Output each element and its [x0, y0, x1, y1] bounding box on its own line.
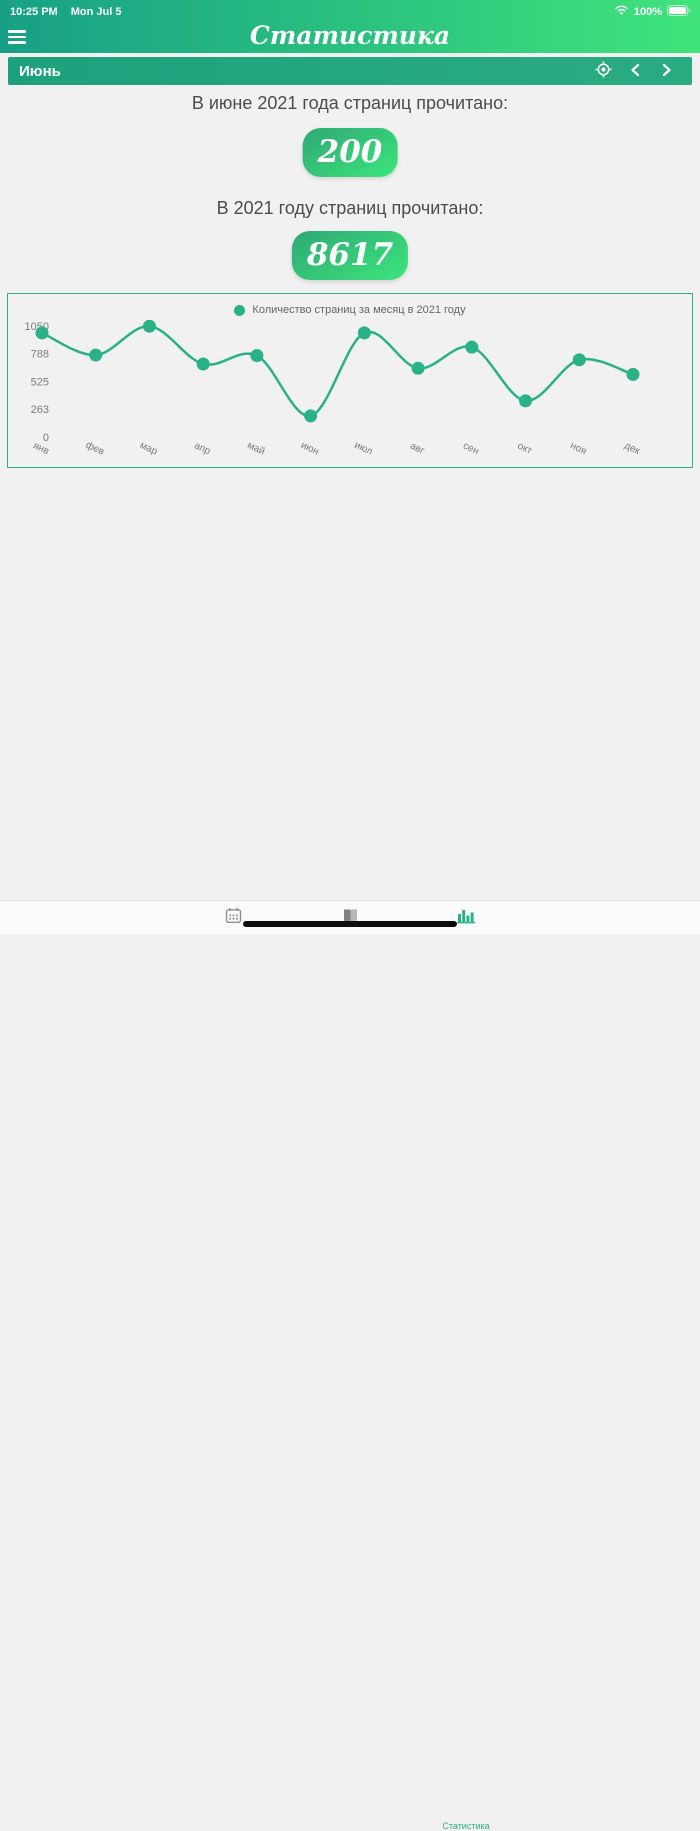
month-label: Июнь	[19, 62, 61, 80]
data-point	[89, 348, 103, 362]
target-icon	[595, 61, 612, 81]
wifi-icon	[614, 5, 629, 19]
book-icon	[342, 907, 359, 927]
bar-chart-icon	[457, 907, 475, 927]
x-tick-label: май	[245, 440, 266, 458]
app-header: 10:25 PM Mon Jul 5 100%	[0, 0, 700, 53]
y-tick-label: 263	[31, 404, 49, 416]
x-tick-label: дек	[623, 440, 643, 457]
battery-percent: 100%	[633, 5, 662, 18]
tab-calendar[interactable]	[221, 907, 245, 927]
tab-bar: Статистика	[0, 900, 700, 1831]
current-month-button[interactable]	[592, 60, 614, 82]
x-tick-label: мар	[138, 440, 159, 458]
tab-statistics-label: Статистика	[442, 1821, 490, 1831]
year-stat-badge: 8617	[291, 231, 409, 280]
data-point	[411, 361, 425, 375]
menu-button[interactable]	[8, 26, 34, 48]
y-tick-label: 788	[31, 349, 49, 361]
y-tick-label: 0	[43, 432, 49, 444]
data-point	[304, 409, 318, 423]
x-tick-label: июл	[353, 440, 375, 458]
month-stat-label: В июне 2021 года страниц прочитано:	[191, 93, 509, 113]
data-point	[572, 353, 586, 367]
calendar-icon	[225, 907, 242, 927]
chart-legend[interactable]: Количество страниц за месяц в 2021 году	[8, 294, 692, 320]
month-bar: Июнь	[8, 57, 692, 85]
x-tick-label: авг	[408, 441, 426, 457]
data-point	[357, 326, 371, 340]
line-series	[41, 324, 634, 418]
prev-month-button[interactable]	[624, 60, 646, 82]
data-point	[196, 357, 210, 371]
page-title: Статистика	[249, 21, 451, 50]
status-right: 100%	[614, 4, 691, 19]
data-point	[35, 326, 49, 340]
x-tick-label: апр	[192, 440, 212, 457]
status-date: Mon Jul 5	[70, 5, 122, 18]
legend-label: Количество страниц за месяц в 2021 году	[252, 304, 466, 316]
data-point	[142, 320, 156, 333]
data-point	[519, 394, 533, 408]
status-bar: 10:25 PM Mon Jul 5 100%	[0, 0, 700, 21]
status-left: 10:25 PM Mon Jul 5	[10, 6, 132, 18]
data-point	[465, 340, 479, 354]
tab-statistics[interactable]	[454, 907, 478, 927]
tab-book[interactable]	[338, 907, 362, 927]
nav-bar: Статистика	[0, 21, 700, 53]
data-point	[626, 367, 640, 381]
x-tick-label: сен	[461, 440, 480, 457]
x-tick-label: июн	[299, 440, 321, 458]
chart-card: Количество страниц за месяц в 2021 году …	[7, 293, 693, 468]
battery-icon	[667, 4, 691, 19]
x-tick-label: ноя	[569, 440, 589, 457]
x-tick-label: окт	[516, 441, 534, 457]
year-stat-label: В 2021 году страниц прочитано:	[216, 198, 484, 218]
home-indicator[interactable]	[243, 921, 457, 927]
chevron-left-icon	[630, 63, 640, 80]
y-tick-label: 525	[31, 377, 49, 389]
clock: 10:25 PM	[10, 5, 58, 18]
legend-dot-icon	[234, 304, 246, 316]
month-bar-tools	[592, 60, 692, 82]
x-tick-label: фев	[84, 439, 106, 458]
data-point	[250, 349, 264, 363]
next-month-button[interactable]	[656, 60, 678, 82]
chevron-right-icon	[662, 63, 672, 80]
hamburger-icon	[8, 30, 26, 33]
month-stat-badge: 200	[302, 128, 398, 177]
